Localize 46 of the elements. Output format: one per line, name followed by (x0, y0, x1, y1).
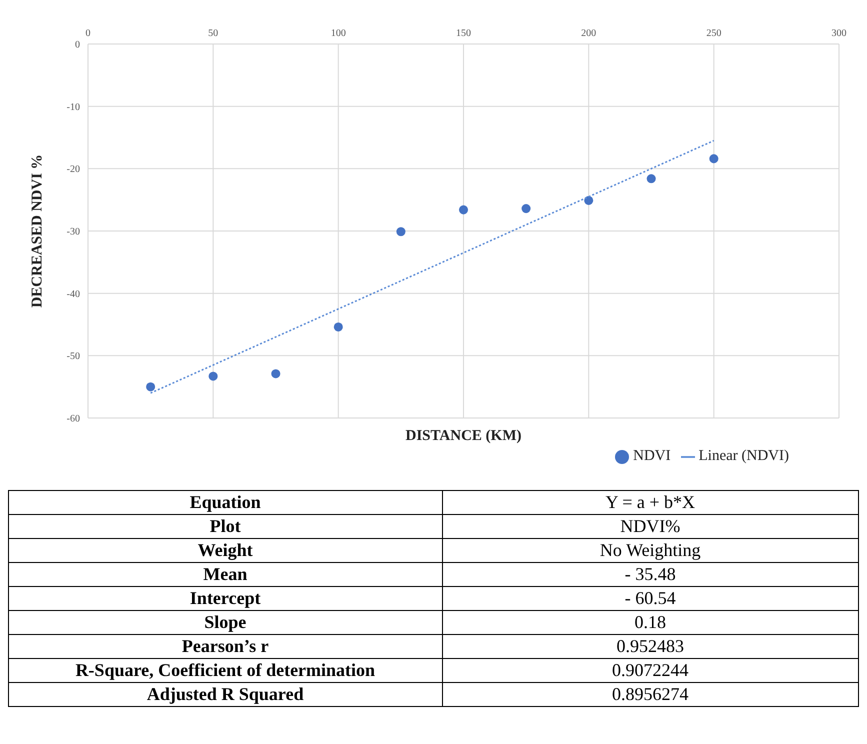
point (146, 382, 156, 392)
text: 0.8956274 (442, 682, 858, 706)
y-tick-label: -20 (66, 164, 80, 176)
legend-label: NDVI (633, 448, 671, 464)
text: Weight (8, 538, 442, 562)
text: NDVI% (442, 514, 858, 538)
legend-label: Linear (NDVI) (698, 448, 789, 464)
y-tick-label: -10 (66, 102, 80, 113)
text: 0.18 (442, 610, 858, 634)
point (334, 322, 343, 332)
x-tick-label: 50 (208, 28, 218, 39)
point (396, 227, 406, 236)
y-tick-label: -60 (66, 414, 80, 425)
text: 0.952483 (442, 634, 858, 658)
y-tick-label: 0 (75, 40, 80, 51)
text: Mean (8, 562, 442, 586)
text: 0.9072244 (442, 658, 858, 682)
text: Equation (8, 490, 442, 514)
y-tick-label: -30 (66, 226, 80, 238)
text: Adjusted R Squared (8, 682, 442, 706)
y-tick-label: -50 (66, 351, 80, 362)
x-axis-title: DISTANCE (KM) (406, 428, 522, 444)
point (522, 204, 531, 214)
y-axis-title: DECREASED NDVI % (29, 154, 46, 308)
text: R-Square, Coefficient of determination (8, 658, 442, 682)
point (208, 372, 218, 381)
point (584, 196, 594, 205)
point (709, 154, 718, 164)
text: Intercept (8, 586, 442, 610)
text: - 60.54 (442, 586, 858, 610)
point (646, 174, 656, 184)
x-tick-label: 100 (330, 28, 346, 39)
text: Plot (8, 514, 442, 538)
x-tick-label: 150 (456, 28, 471, 39)
point (271, 369, 280, 378)
x-tick-label: 200 (581, 28, 596, 39)
text: Slope (8, 610, 442, 634)
x-tick-label: 0 (86, 28, 90, 39)
point (458, 205, 468, 214)
text: Y = a + b*X (442, 490, 858, 514)
x-tick-label: 300 (832, 28, 846, 39)
text: - 35.48 (442, 562, 858, 586)
text: Pearson’s r (8, 634, 442, 658)
y-tick-label: -40 (66, 288, 80, 300)
text: No Weighting (442, 538, 858, 562)
x-tick-label: 250 (706, 28, 722, 39)
